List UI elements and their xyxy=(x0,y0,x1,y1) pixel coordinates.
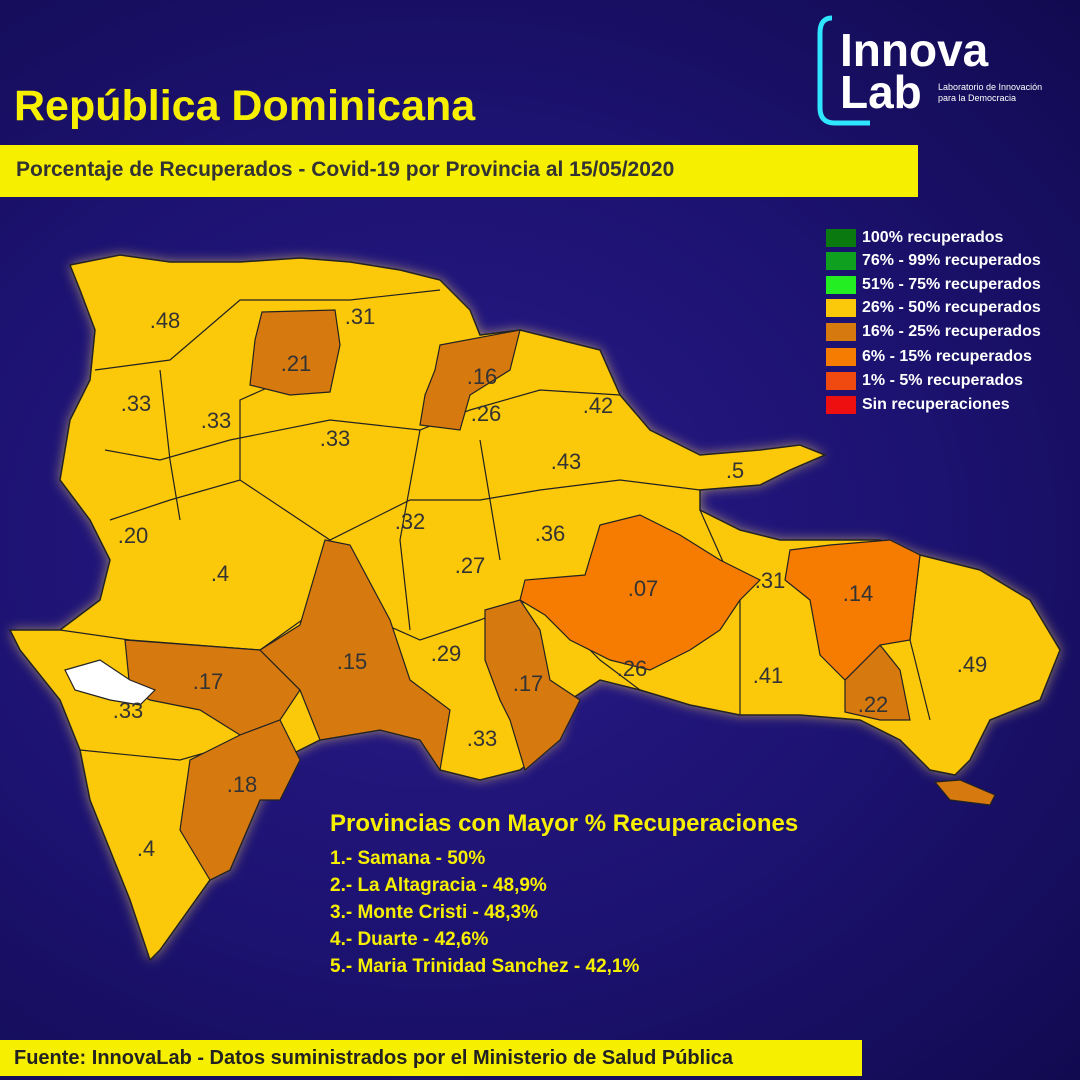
province-label: .16 xyxy=(467,364,498,389)
province-label: .21 xyxy=(281,351,312,376)
province-label: .27 xyxy=(455,553,486,578)
province-label: .22 xyxy=(858,692,889,717)
province-label: .07 xyxy=(628,576,659,601)
province-label: .33 xyxy=(320,426,351,451)
province xyxy=(419,329,521,431)
province-label: .31 xyxy=(755,568,786,593)
ranking-item: 2.- La Altagracia - 48,9% xyxy=(330,875,547,896)
legend-swatch xyxy=(826,252,856,270)
legend-swatch xyxy=(826,323,856,341)
logo: Innova Lab Laboratorio de Innovación par… xyxy=(817,15,1042,126)
province-label: .33 xyxy=(113,698,144,723)
footer-bar xyxy=(0,1040,862,1076)
province-label: .17 xyxy=(193,669,224,694)
ranking-item: 3.- Monte Cristi - 48,3% xyxy=(330,902,538,923)
legend-label: 16% - 25% recuperados xyxy=(862,323,1041,340)
subtitle: Porcentaje de Recuperados - Covid-19 por… xyxy=(16,158,675,181)
ranking-item: 4.- Duarte - 42,6% xyxy=(330,929,489,950)
map: .48 .31 .21 .16 .33 .33 .26 .42 .33 .43 … xyxy=(8,254,1061,962)
province-label: .14 xyxy=(843,581,874,606)
province-shapes xyxy=(64,309,996,881)
legend-swatch xyxy=(826,348,856,366)
province-label: .42 xyxy=(583,393,614,418)
legend-label: 1% - 5% recuperados xyxy=(862,372,1023,389)
province-label: .17 xyxy=(513,671,544,696)
ranking-item: 5.- Maria Trinidad Sanchez - 42,1% xyxy=(330,956,640,977)
province xyxy=(784,539,921,681)
ranking-item: 1.- Samana - 50% xyxy=(330,848,486,869)
province xyxy=(259,539,451,772)
legend-swatch xyxy=(826,299,856,317)
province xyxy=(179,719,301,881)
province-label: .29 xyxy=(431,641,462,666)
ranking-title: Provincias con Mayor % Recuperaciones xyxy=(330,810,799,837)
province xyxy=(249,309,341,396)
province-labels: .48 .31 .21 .16 .33 .33 .26 .42 .33 .43 … xyxy=(113,304,988,861)
logo-tagline: para la Democracia xyxy=(938,93,1016,103)
province xyxy=(519,514,762,671)
province-label: .26 xyxy=(617,656,648,681)
province-label: .33 xyxy=(467,726,498,751)
province-label: .33 xyxy=(121,391,152,416)
province-label: .15 xyxy=(337,649,368,674)
legend-label: 100% recuperados xyxy=(862,229,1004,246)
province-label: .4 xyxy=(211,561,229,586)
province-label: .26 xyxy=(471,401,502,426)
province-label: .32 xyxy=(395,509,426,534)
legend-label: 6% - 15% recuperados xyxy=(862,348,1032,365)
legend-swatch xyxy=(826,276,856,294)
legend-label: 51% - 75% recuperados xyxy=(862,276,1041,293)
logo-text: Innova xyxy=(840,24,989,76)
legend-label: 76% - 99% recuperados xyxy=(862,252,1041,269)
province xyxy=(484,599,581,772)
province-label: .20 xyxy=(118,523,149,548)
province-label: .49 xyxy=(957,652,988,677)
province-label: .4 xyxy=(137,836,155,861)
province-label: .33 xyxy=(201,408,232,433)
lake xyxy=(64,659,157,706)
logo-bracket xyxy=(817,15,870,126)
province-label: .18 xyxy=(227,772,258,797)
legend-label: 26% - 50% recuperados xyxy=(862,299,1041,316)
footer: Fuente: InnovaLab - Datos suministrados … xyxy=(14,1047,733,1069)
province-label: .5 xyxy=(726,458,744,483)
logo-text: Lab xyxy=(840,66,922,118)
legend-swatch xyxy=(826,229,856,247)
province xyxy=(933,779,996,806)
logo-tagline: Laboratorio de Innovación xyxy=(938,82,1042,92)
province-label: .48 xyxy=(150,308,181,333)
legend-swatch xyxy=(826,372,856,390)
province-label: .36 xyxy=(535,521,566,546)
province-label: .41 xyxy=(753,663,784,688)
subtitle-bar xyxy=(0,145,918,197)
province-label: .31 xyxy=(345,304,376,329)
title: República Dominicana xyxy=(14,82,476,130)
province-label: .43 xyxy=(551,449,582,474)
legend-label: Sin recuperaciones xyxy=(862,396,1010,413)
legend-swatch xyxy=(826,396,856,414)
